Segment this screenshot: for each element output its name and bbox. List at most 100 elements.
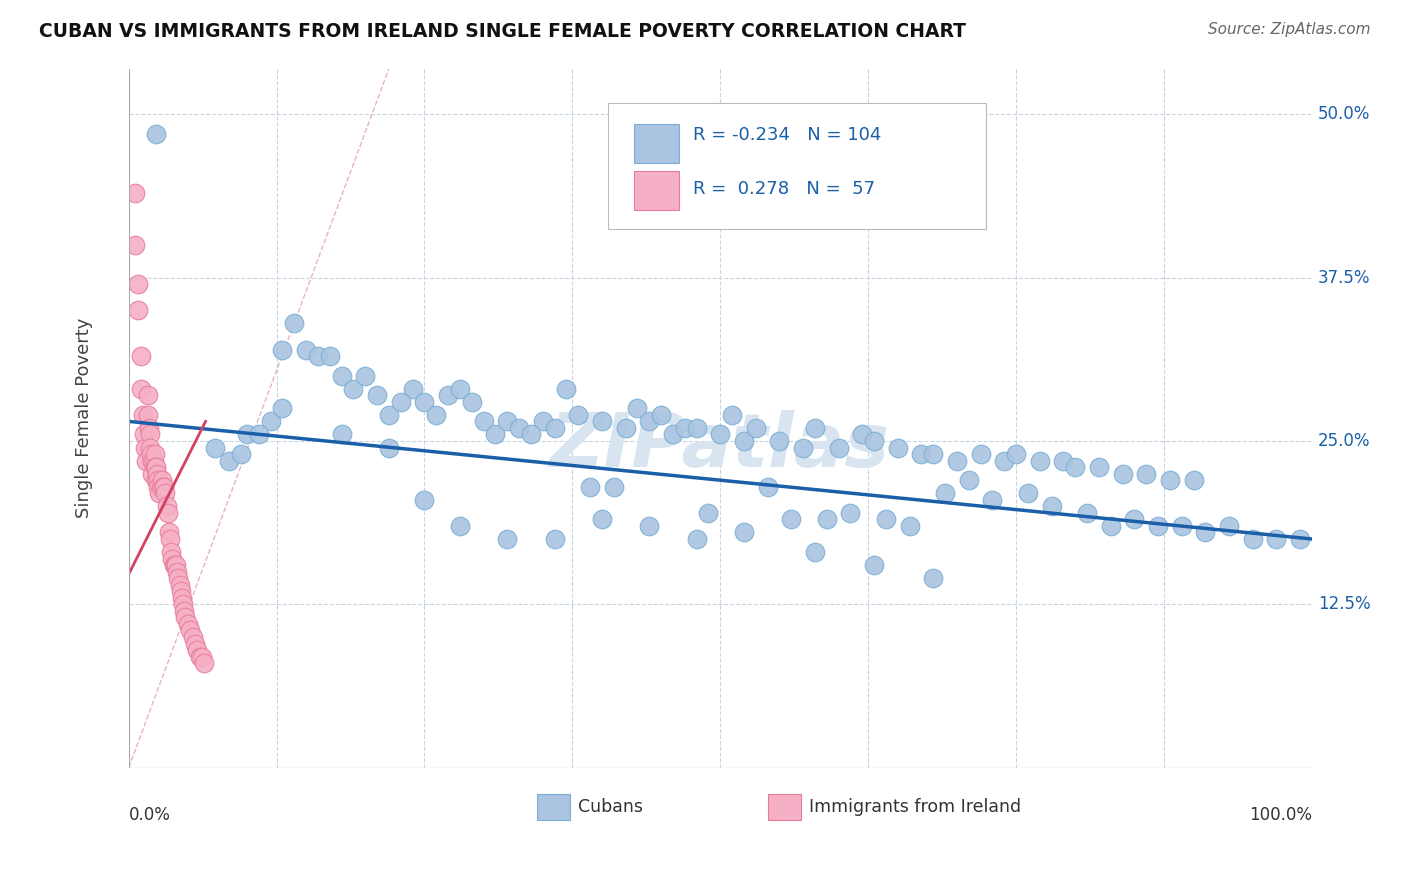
Text: Immigrants from Ireland: Immigrants from Ireland <box>808 797 1021 816</box>
Point <box>1040 500 1063 514</box>
FancyBboxPatch shape <box>607 103 987 229</box>
Point <box>922 447 945 461</box>
Point <box>143 447 166 461</box>
Point <box>152 480 174 494</box>
Point <box>159 532 181 546</box>
Point <box>1017 486 1039 500</box>
Point <box>181 630 204 644</box>
Point <box>662 427 685 442</box>
Point <box>626 401 648 416</box>
Point <box>141 467 163 481</box>
Point <box>1265 532 1288 546</box>
Point <box>389 394 412 409</box>
Point <box>437 388 460 402</box>
Point <box>145 473 167 487</box>
Point <box>366 388 388 402</box>
Point <box>591 414 613 428</box>
Point <box>673 421 696 435</box>
Point <box>129 349 152 363</box>
Point <box>193 656 215 670</box>
Point <box>851 427 873 442</box>
Point <box>167 571 190 585</box>
Bar <box>634 171 679 210</box>
Point <box>1123 512 1146 526</box>
Point <box>153 480 176 494</box>
Point <box>170 584 193 599</box>
Point <box>191 649 214 664</box>
Point <box>733 525 755 540</box>
Point <box>957 473 980 487</box>
Bar <box>768 794 800 820</box>
Point <box>804 545 827 559</box>
Point <box>124 238 146 252</box>
Point <box>127 277 149 292</box>
Point <box>733 434 755 448</box>
Point <box>155 486 177 500</box>
Point <box>603 480 626 494</box>
Point <box>179 624 201 638</box>
Text: 25.0%: 25.0% <box>1317 432 1371 450</box>
Point <box>425 408 447 422</box>
Point <box>136 408 159 422</box>
Point <box>139 427 162 442</box>
Point <box>484 427 506 442</box>
Point <box>638 519 661 533</box>
Point <box>188 649 211 664</box>
Point <box>283 317 305 331</box>
Point <box>146 467 169 481</box>
Point <box>1170 519 1192 533</box>
Point <box>697 506 720 520</box>
Text: 50.0%: 50.0% <box>1317 105 1369 123</box>
Point <box>174 610 197 624</box>
Point <box>496 414 519 428</box>
Point <box>132 427 155 442</box>
Point <box>148 480 170 494</box>
Point <box>260 414 283 428</box>
Text: 12.5%: 12.5% <box>1317 595 1371 614</box>
Point <box>898 519 921 533</box>
Point <box>1052 453 1074 467</box>
Point <box>910 447 932 461</box>
Point <box>756 480 779 494</box>
Point <box>614 421 637 435</box>
Point <box>1194 525 1216 540</box>
Point <box>218 453 240 467</box>
Point <box>685 532 707 546</box>
Point <box>148 473 170 487</box>
Point <box>169 578 191 592</box>
Point <box>520 427 543 442</box>
Point <box>1218 519 1240 533</box>
Point <box>141 447 163 461</box>
Point <box>709 427 731 442</box>
Point <box>1005 447 1028 461</box>
Point <box>378 441 401 455</box>
Point <box>685 421 707 435</box>
Point <box>1147 519 1170 533</box>
Point <box>204 441 226 455</box>
Point <box>177 616 200 631</box>
Point <box>271 401 294 416</box>
Point <box>165 558 187 573</box>
Text: 100.0%: 100.0% <box>1249 806 1312 824</box>
Point <box>330 427 353 442</box>
Point <box>567 408 589 422</box>
Point <box>184 636 207 650</box>
Point <box>162 558 184 573</box>
Point <box>342 382 364 396</box>
Point <box>1182 473 1205 487</box>
Point <box>1076 506 1098 520</box>
Point <box>173 604 195 618</box>
Point <box>1028 453 1050 467</box>
Point <box>1241 532 1264 546</box>
Point <box>875 512 897 526</box>
Point <box>922 571 945 585</box>
Point <box>721 408 744 422</box>
Point <box>236 427 259 442</box>
Point <box>780 512 803 526</box>
Point <box>946 453 969 467</box>
Point <box>141 453 163 467</box>
Point <box>1099 519 1122 533</box>
Point <box>136 388 159 402</box>
Point <box>472 414 495 428</box>
Point <box>132 408 155 422</box>
